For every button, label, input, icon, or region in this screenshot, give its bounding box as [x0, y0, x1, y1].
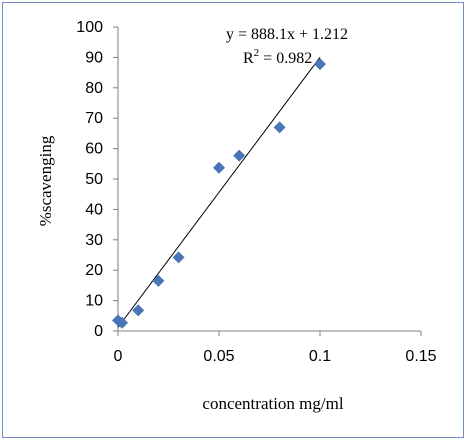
y-tick-label: 60: [85, 141, 103, 158]
r2-prefix: R: [243, 50, 254, 67]
data-point: [233, 149, 246, 162]
data-point: [116, 316, 129, 329]
data-point: [273, 121, 286, 134]
y-tick-label: 100: [76, 19, 103, 36]
trend-equation: y = 888.1x + 1.212: [226, 26, 348, 43]
y-tick-label: 0: [94, 323, 103, 340]
x-tick-label: 0: [114, 348, 123, 365]
scatter-chart: 0 10 20 30 40 50 60 70 80 90 100 0 0.05 0.1 0.15 conce…: [36, 19, 437, 413]
data-point: [172, 251, 185, 264]
y-tick-label: 20: [85, 262, 103, 279]
r2-superscript: 2: [254, 47, 260, 59]
y-axis-title: %scavenging: [36, 135, 55, 226]
data-point: [314, 58, 326, 71]
y-tick-label: 80: [85, 80, 103, 97]
x-axis-title: concentration mg/ml: [202, 394, 343, 413]
chart-frame: 0 10 20 30 40 50 60 70 80 90 100 0 0.05 0.1 0.15 conce…: [2, 2, 464, 438]
y-tick-label: 90: [85, 49, 103, 66]
x-tick-label: 0.15: [405, 348, 436, 365]
trendline-group: [117, 57, 321, 328]
x-tick-label: 0.1: [309, 348, 331, 365]
axes: [113, 26, 422, 336]
y-tick-label: 40: [85, 201, 103, 218]
y-tick-label: 70: [85, 110, 103, 127]
y-tick-label: 30: [85, 232, 103, 249]
y-tick-label: 10: [85, 293, 103, 310]
trendline: [117, 57, 321, 328]
tick-labels: 0 10 20 30 40 50 60 70 80 90 100 0 0.05 0.1 0.15: [76, 19, 436, 365]
data-point: [132, 304, 145, 317]
x-tick-label: 0.05: [203, 348, 234, 365]
r2-value: = 0.982: [259, 50, 312, 67]
data-points: [112, 58, 326, 329]
data-point: [152, 274, 165, 287]
y-tick-label: 50: [85, 171, 103, 188]
data-point: [213, 161, 225, 174]
r-squared-label: R2 = 0.982: [243, 47, 312, 67]
